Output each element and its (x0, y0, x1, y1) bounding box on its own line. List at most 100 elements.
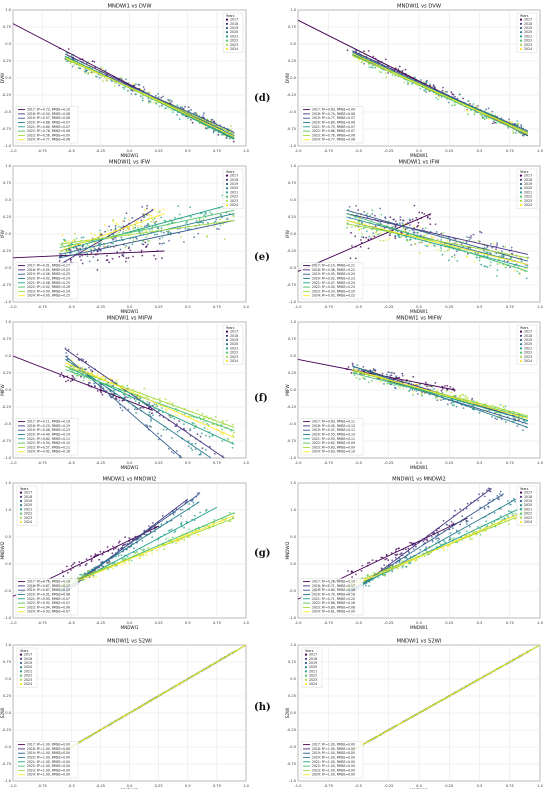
x-tick-label: -1.0 (294, 621, 302, 625)
data-point-2022 (368, 382, 370, 384)
data-point-2017 (159, 243, 161, 245)
data-point-2023 (114, 85, 116, 87)
data-point-2022 (496, 122, 498, 124)
y-tick-label: -1.0 (289, 300, 297, 304)
data-point-2023 (424, 235, 426, 237)
data-point-2023 (491, 523, 493, 525)
data-point-2021 (189, 428, 191, 430)
legend-marker-2017 (520, 331, 522, 333)
data-point-2017 (387, 559, 389, 561)
data-point-2024 (104, 224, 106, 226)
data-point-2023 (419, 252, 421, 254)
x-tick-label: -0.5 (68, 149, 75, 153)
data-point-2024 (380, 381, 382, 383)
data-point-2023 (436, 397, 438, 399)
data-point-2017 (108, 261, 110, 263)
data-point-2021 (79, 574, 81, 576)
data-point-2017 (355, 258, 357, 260)
data-point-2018 (387, 371, 389, 373)
y-axis-label: DVW (0, 73, 5, 83)
data-point-2018 (123, 220, 125, 222)
data-point-2019 (502, 246, 504, 248)
data-point-2024 (429, 553, 431, 555)
data-point-2018 (451, 521, 453, 523)
legend-entry: 2024 (24, 682, 32, 686)
data-point-2023 (203, 218, 205, 220)
y-axis-label: MIFW (0, 384, 5, 395)
x-tick-label: 0.75 (506, 461, 514, 465)
data-point-2019 (355, 205, 357, 207)
data-point-2019 (446, 524, 448, 526)
data-point-2023 (402, 560, 404, 562)
data-point-2020 (456, 406, 458, 408)
data-point-2024 (156, 550, 158, 552)
data-point-2023 (163, 548, 165, 550)
legend-marker-2020 (226, 343, 228, 345)
data-point-2023 (107, 230, 109, 232)
y-tick-label: -0.5 (289, 422, 296, 426)
data-point-2022 (467, 113, 469, 115)
data-point-2019 (431, 536, 433, 538)
data-point-2021 (199, 512, 201, 514)
data-point-2017 (409, 542, 411, 544)
data-point-2017 (79, 256, 81, 258)
y-tick-label: -0.5 (4, 110, 11, 114)
x-tick-label: 0.5 (185, 461, 191, 465)
data-point-2018 (470, 237, 472, 239)
data-point-2024 (414, 243, 416, 245)
data-point-2021 (225, 137, 227, 139)
data-point-2024 (498, 263, 500, 265)
data-point-2018 (184, 106, 186, 108)
chart-title: MNDWI1 vs MNDWI2 (103, 477, 157, 483)
data-point-2024 (139, 557, 141, 559)
data-point-2024 (102, 68, 104, 70)
data-point-2021 (368, 236, 370, 238)
data-point-2024 (447, 546, 449, 548)
data-point-2023 (230, 520, 232, 522)
data-point-2021 (433, 388, 435, 390)
x-tick-label: 0.5 (477, 149, 483, 153)
data-point-2017 (97, 390, 99, 392)
data-point-2024 (83, 69, 85, 71)
data-point-2022 (440, 250, 442, 252)
data-point-2023 (147, 235, 149, 237)
data-point-2021 (66, 60, 68, 62)
data-point-2024 (72, 240, 74, 242)
data-point-2018 (467, 503, 469, 505)
data-point-2021 (115, 556, 117, 558)
data-point-2018 (214, 453, 216, 455)
data-point-2023 (367, 574, 369, 576)
x-tick-label: -0.75 (324, 305, 333, 309)
data-point-2021 (142, 100, 144, 102)
data-point-2020 (163, 242, 165, 244)
data-point-2019 (173, 452, 175, 454)
data-point-2023 (124, 247, 126, 249)
data-point-2017 (72, 375, 74, 377)
data-point-2024 (417, 384, 419, 386)
data-point-2017 (418, 212, 420, 214)
data-point-2024 (503, 264, 505, 266)
data-point-2022 (131, 560, 133, 562)
data-point-2021 (122, 87, 124, 89)
data-point-2022 (202, 421, 204, 423)
data-point-2017 (394, 237, 396, 239)
data-point-2020 (466, 523, 468, 525)
data-point-2018 (381, 567, 383, 569)
data-point-2018 (471, 398, 473, 400)
y-tick-label: 0.75 (3, 660, 11, 664)
data-point-2023 (147, 547, 149, 549)
data-point-2022 (479, 260, 481, 262)
y-tick-label: -0.25 (2, 728, 11, 732)
data-point-2020 (205, 449, 207, 451)
data-point-2021 (487, 525, 489, 527)
data-point-2021 (135, 400, 137, 402)
data-point-2017 (429, 218, 431, 220)
data-point-2024 (475, 105, 477, 107)
data-point-2017 (446, 385, 448, 387)
data-point-2023 (172, 403, 174, 405)
data-point-2019 (190, 109, 192, 111)
stats-entry: 2024: R²=0.77, RMSE=0.06 (312, 138, 355, 142)
x-tick-label: 0.25 (155, 461, 163, 465)
data-point-2018 (495, 248, 497, 250)
